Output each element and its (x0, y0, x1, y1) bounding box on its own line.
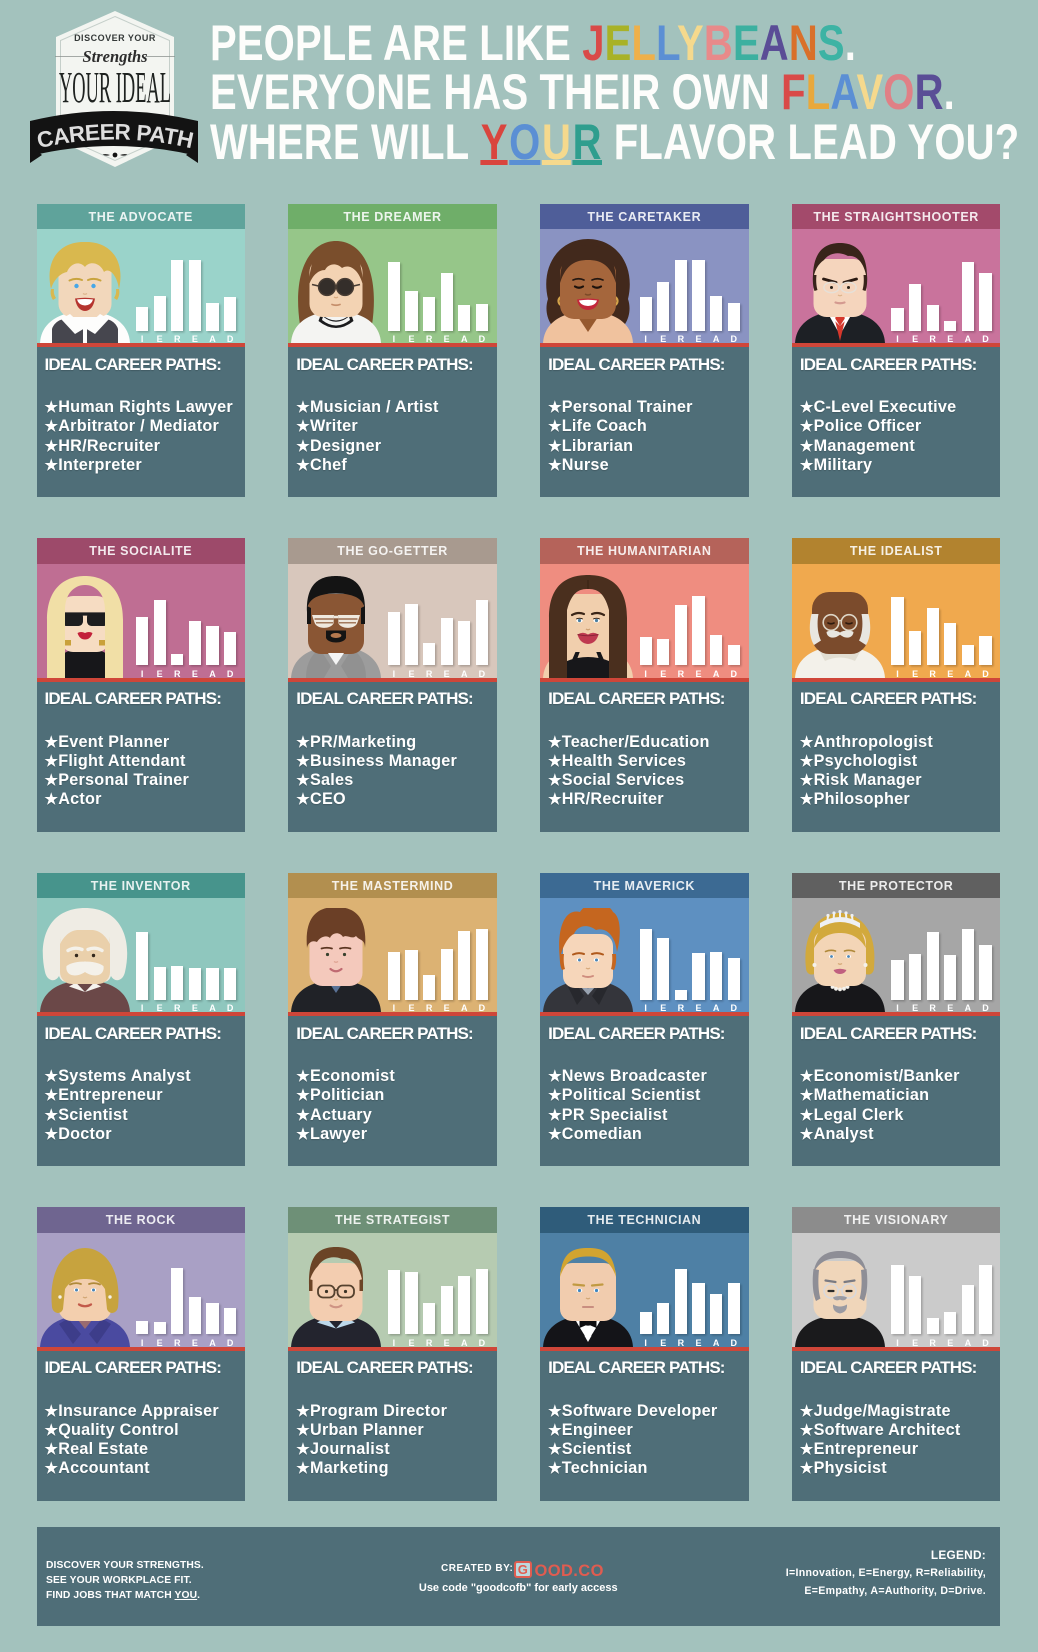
svg-text:DISCOVER YOUR: DISCOVER YOUR (74, 33, 156, 43)
svg-text:Strengths: Strengths (82, 47, 147, 66)
svg-text:YOUR IDEAL: YOUR IDEAL (59, 63, 171, 112)
